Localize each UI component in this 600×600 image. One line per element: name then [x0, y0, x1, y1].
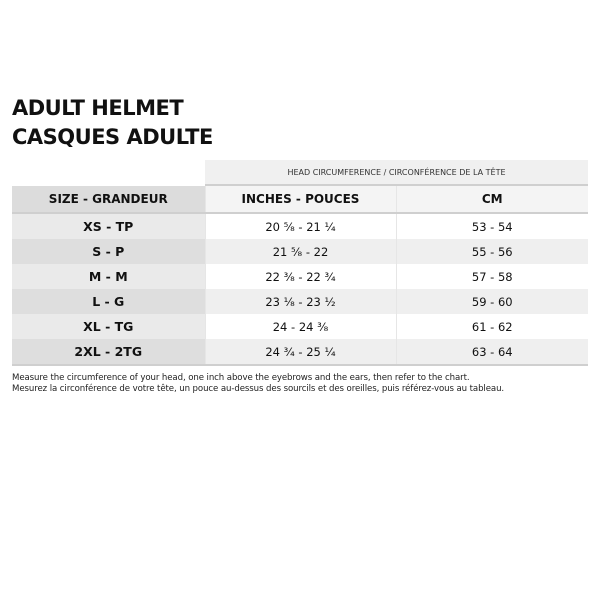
size-cell: L - G	[12, 289, 206, 314]
cm-cell: 57 - 58	[471, 269, 513, 284]
table-header-row: SIZE - GRANDEUR INCHES - POUCES CM	[12, 186, 588, 214]
size-cell: M - M	[12, 264, 206, 289]
cm-cell: 59 - 60	[396, 289, 588, 314]
cm-cell: 61 - 62	[471, 319, 513, 334]
inches-cell: 22 ³⁄₈ - 22 ³⁄₄	[205, 264, 397, 289]
size-cell: 2XL - 2TG	[12, 339, 206, 366]
table-row: XS - TP 20 ⁵⁄₈ - 21 ¹⁄₄ 53 - 54	[12, 213, 588, 239]
inches-cell: 23 ¹⁄₈ - 23 ¹⁄₂	[205, 289, 397, 314]
title-english: ADULT HELMET	[12, 96, 184, 120]
title-french: CASQUES ADULTE	[12, 125, 213, 149]
cm-cell: 55 - 56	[396, 239, 588, 264]
inches-cell: 24 - 24 ³⁄₈	[205, 314, 397, 339]
size-cell: S - P	[12, 239, 206, 264]
table-row: M - M 22 ³⁄₈ - 22 ³⁄₄ 57 - 58	[12, 264, 588, 289]
note-english: Measure the circumference of your head, …	[12, 373, 470, 383]
cm-cell: 53 - 54	[471, 219, 513, 234]
size-cell: XL - TG	[12, 314, 206, 339]
cm-cell: 63 - 64	[396, 339, 588, 366]
note-french: Mesurez la circonférence de votre tête, …	[12, 384, 505, 394]
column-header-inches: INCHES - POUCES	[205, 186, 397, 214]
column-header-size: SIZE - GRANDEUR	[12, 186, 206, 214]
column-header-cm: CM	[396, 186, 588, 214]
head-circumference-header: HEAD CIRCUMFERENCE / CIRCONFÉRENCE DE LA…	[205, 160, 588, 186]
table-row: S - P 21 ⁵⁄₈ - 22 55 - 56	[12, 239, 588, 264]
table-row: XL - TG 24 - 24 ³⁄₈ 61 - 62	[12, 314, 588, 339]
size-chart-table: SIZE - GRANDEUR INCHES - POUCES CM XS - …	[12, 186, 588, 366]
table-row: L - G 23 ¹⁄₈ - 23 ¹⁄₂ 59 - 60	[12, 289, 588, 314]
table-row: 2XL - 2TG 24 ³⁄₄ - 25 ¹⁄₄ 63 - 64	[12, 339, 588, 366]
inches-cell: 20 ⁵⁄₈ - 21 ¹⁄₄	[205, 213, 397, 239]
inches-cell: 21 ⁵⁄₈ - 22	[205, 239, 397, 264]
inches-cell: 24 ³⁄₄ - 25 ¹⁄₄	[205, 339, 397, 366]
size-cell: XS - TP	[12, 213, 206, 239]
